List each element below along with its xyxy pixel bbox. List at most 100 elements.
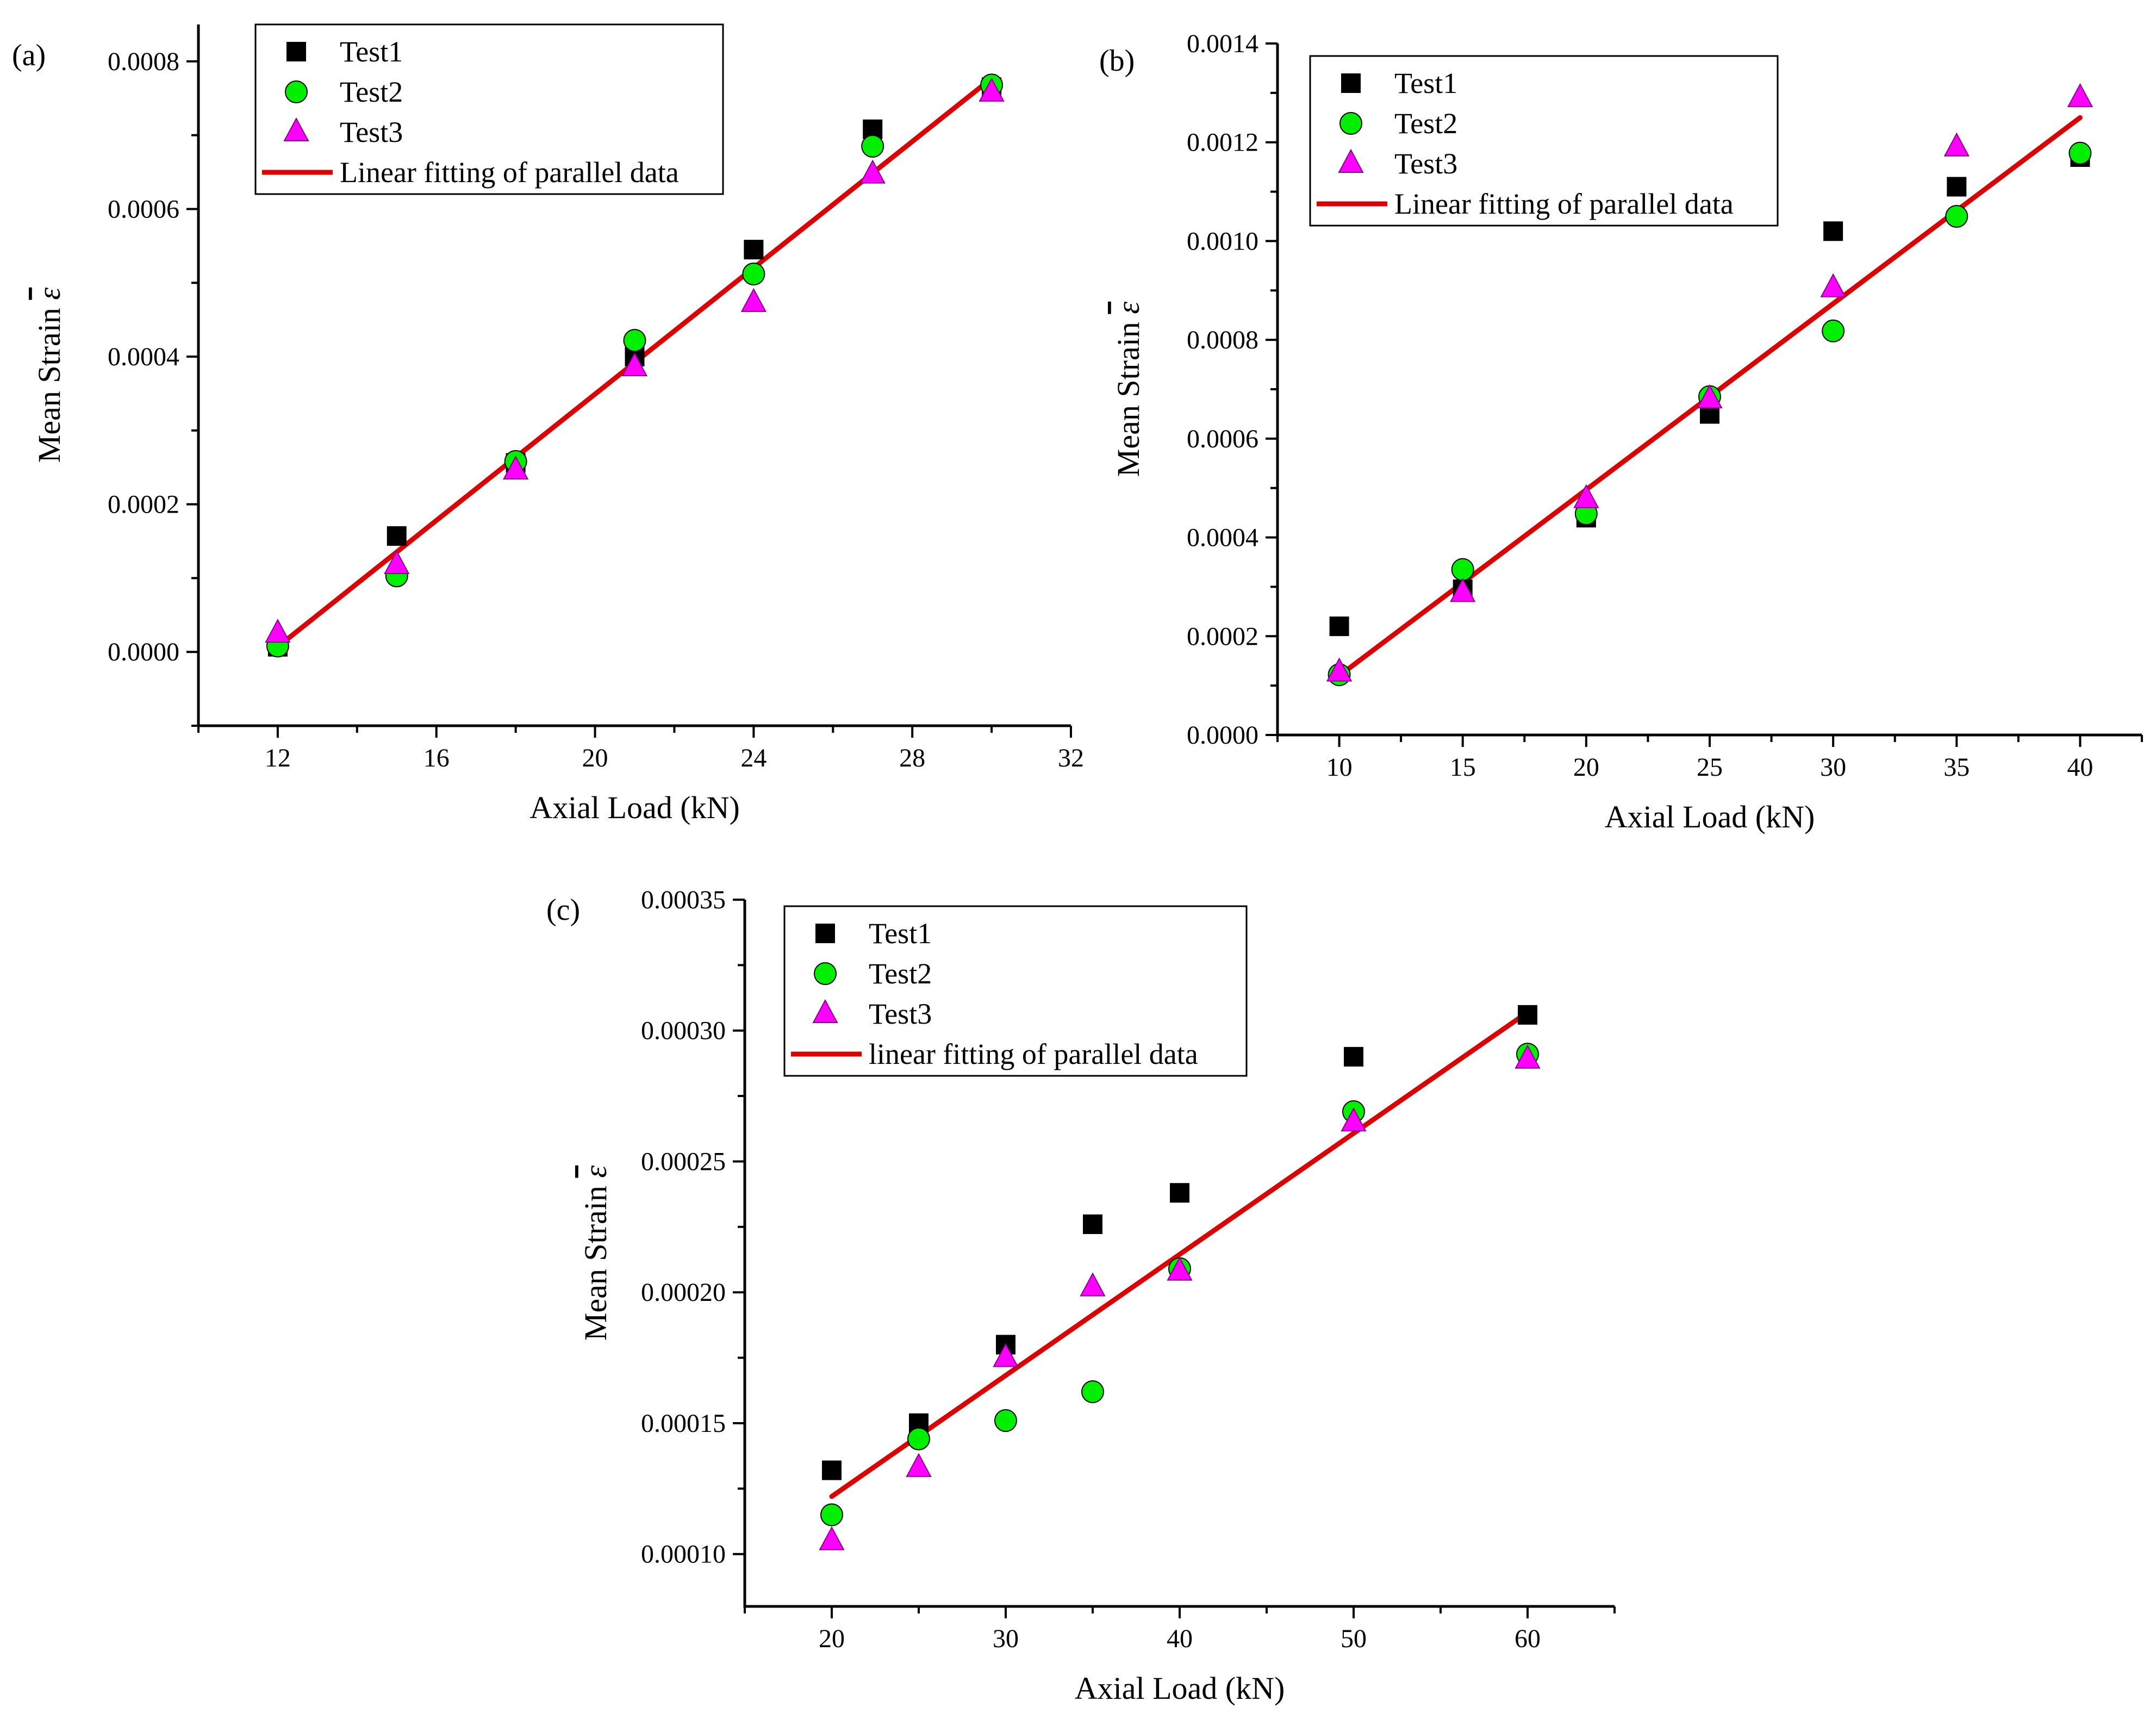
point-test3: [1573, 484, 1599, 508]
point-test1: [1947, 177, 1967, 197]
y-tick-label: 0.00020: [641, 1278, 726, 1307]
legend-test3-symbol: [283, 117, 309, 141]
legend-test1-symbol: [815, 924, 835, 943]
legend-label: Test1: [869, 917, 932, 950]
y-tick-label: 0.0006: [1187, 425, 1258, 453]
x-tick-label: 28: [899, 744, 925, 772]
legend-label: Test2: [340, 76, 403, 108]
legend-box: [783, 905, 1248, 1077]
point-test2: [994, 1409, 1017, 1432]
legend-test1-symbol: [1341, 73, 1361, 93]
x-axis-title: Axial Load (kN): [1075, 1671, 1285, 1706]
point-test1: [1823, 221, 1843, 241]
legend-box: [254, 23, 724, 195]
x-tick-label: 50: [1341, 1624, 1367, 1653]
panel-label: (b): [1099, 44, 1135, 78]
point-test2: [1451, 558, 1474, 581]
x-tick-label: 40: [2067, 753, 2093, 782]
point-test2: [1081, 1380, 1104, 1404]
y-tick-label: 0.0012: [1187, 128, 1258, 157]
x-tick-label: 35: [1943, 753, 1970, 782]
legend-box: [1309, 55, 1779, 227]
legend-test2-symbol: [1339, 112, 1362, 135]
point-test3: [1943, 132, 1970, 157]
x-tick-label: 16: [423, 744, 450, 772]
y-tick-label: 0.0000: [108, 638, 179, 666]
point-test3: [1326, 657, 1353, 682]
point-test3: [621, 352, 648, 377]
point-test3: [265, 619, 291, 643]
panel-a: (a) 12 16 20 24 28 32 0.0000 0.0002 0.0004 0.0006 0…: [12, 23, 1084, 825]
point-test1: [744, 240, 764, 260]
point-test3: [1515, 1044, 1541, 1069]
legend-label: linear fitting of parallel data: [869, 1038, 1198, 1070]
point-test3: [1450, 578, 1476, 602]
x-tick-label: 20: [819, 1624, 845, 1653]
y-tick-label: 0.0008: [1187, 326, 1258, 354]
point-test1: [387, 526, 407, 546]
y-tick-label: 0.0008: [108, 47, 179, 76]
legend-label: Test2: [869, 957, 932, 990]
y-axis-symbol: ε: [578, 1166, 613, 1178]
x-tick-label: 30: [1820, 753, 1846, 782]
panel-b: (b) 10 15 20 25 30 35 40 0.0000 0.0002 0.0004 0.000…: [1099, 29, 2143, 834]
point-test3: [1697, 384, 1723, 409]
point-test3: [1080, 1272, 1106, 1297]
y-tick-label: 0.00030: [641, 1017, 726, 1045]
point-test2: [2068, 141, 2092, 165]
legend-label: Test3: [869, 998, 932, 1030]
y-tick-label: 0.0004: [108, 342, 179, 371]
x-tick-label: 20: [1573, 753, 1599, 782]
x-tick-label: 30: [993, 1624, 1019, 1653]
point-test1: [822, 1460, 842, 1480]
point-test2: [1822, 319, 1845, 342]
point-test3: [2067, 83, 2093, 107]
panel-label: (c): [546, 893, 580, 927]
x-tick-label: 60: [1515, 1624, 1541, 1653]
x-tick-label: 12: [265, 744, 291, 772]
point-test3: [993, 1343, 1019, 1367]
panel-c: (c) 20 30 40 50 60 0.00010 0.00015 0.00020 0.0002…: [546, 886, 1616, 1706]
y-tick-label: 0.0006: [108, 195, 179, 223]
y-tick-label: 0.0014: [1187, 29, 1258, 58]
y-axis-title: Mean Strain ε: [1111, 302, 1146, 477]
legend-label: Test1: [1394, 67, 1457, 99]
x-tick-label: 10: [1326, 753, 1353, 782]
point-test1: [1329, 616, 1349, 637]
y-tick-label: 0.0000: [1187, 721, 1258, 750]
y-axis-title-text: Mean Strain: [32, 300, 67, 463]
point-test3: [906, 1453, 932, 1477]
point-test3: [1341, 1107, 1367, 1132]
point-test2: [623, 329, 646, 352]
x-tick-label: 24: [740, 744, 767, 772]
point-test2: [1945, 205, 1968, 228]
legend-test3-symbol: [1338, 148, 1364, 173]
point-test3: [859, 159, 886, 184]
y-tick-label: 0.00015: [641, 1409, 726, 1438]
point-test3: [979, 77, 1005, 102]
x-axis-title: Axial Load (kN): [529, 790, 740, 825]
point-test2: [820, 1503, 843, 1526]
y-tick-label: 0.0004: [1187, 524, 1258, 552]
y-tick-label: 0.00025: [641, 1147, 726, 1176]
legend-test3-symbol: [812, 999, 838, 1023]
point-test1: [1083, 1214, 1102, 1235]
y-tick-label: 0.00010: [641, 1540, 726, 1569]
point-test3: [1820, 273, 1846, 297]
x-tick-label: 25: [1697, 753, 1723, 782]
legend-label: Test2: [1394, 107, 1457, 140]
point-test1: [1344, 1046, 1363, 1067]
point-test3: [819, 1526, 845, 1550]
y-axis-symbol: ε: [1111, 302, 1146, 314]
y-axis-symbol: ε: [32, 288, 67, 300]
fit-line: [829, 1010, 1530, 1499]
y-tick-label: 0.0002: [1187, 622, 1258, 651]
y-tick-label: 0.00035: [641, 886, 726, 914]
x-tick-label: 20: [582, 744, 608, 772]
legend-label: Test1: [340, 35, 403, 68]
legend-label: Linear fitting of parallel data: [1394, 188, 1734, 220]
x-tick-label: 15: [1450, 753, 1476, 782]
y-axis-title: Mean Strain ε: [578, 1166, 613, 1341]
legend-test2-symbol: [285, 80, 308, 103]
